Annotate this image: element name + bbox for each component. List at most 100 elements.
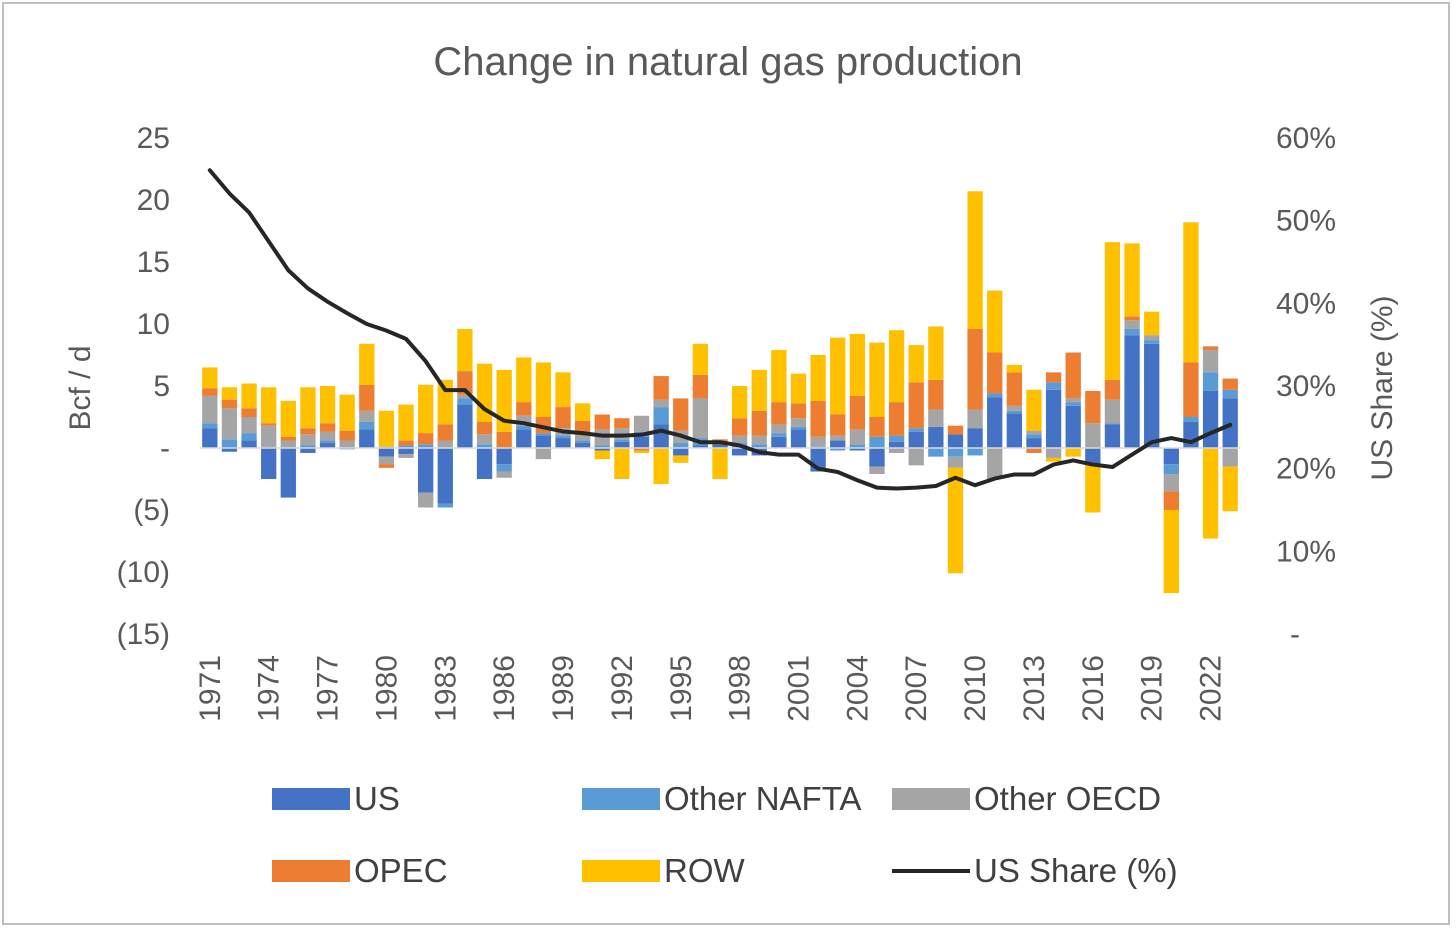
bar-other-nafta-2006 (888, 435, 905, 442)
x-tick-2001: 2001 (782, 655, 815, 722)
bar-other-nafta-1982 (418, 444, 434, 448)
bar-row-2013 (1026, 389, 1042, 431)
bar-row-1988 (535, 362, 552, 417)
bar-row-1972 (221, 387, 238, 400)
bar-other-oecd-1996 (692, 398, 709, 439)
legend-item-row: ROW (582, 852, 745, 890)
bar-opec-2005 (869, 417, 885, 437)
bar-other-nafta-2018 (1124, 328, 1140, 336)
bar-row-2003 (830, 337, 846, 415)
bar-other-oecd-1985 (476, 434, 493, 445)
bar-us-1973 (241, 440, 257, 448)
bar-us-2015 (1065, 405, 1081, 448)
bar-row-2021 (1183, 222, 1199, 363)
bar-other-oecd-1986 (496, 471, 512, 478)
x-tick-1986: 1986 (488, 655, 521, 722)
bar-us-2007 (908, 431, 924, 448)
bar-row-1997 (712, 448, 728, 479)
bar-opec-1992 (614, 418, 630, 429)
bar-opec-1972 (221, 399, 238, 409)
bar-row-1975 (280, 400, 296, 437)
bar-opec-1973 (241, 408, 257, 417)
bar-opec-2011 (987, 352, 1003, 394)
bar-other-oecd-2003 (830, 435, 846, 441)
bar-other-nafta-2012 (1006, 410, 1022, 414)
bar-opec-2012 (1006, 372, 1022, 406)
y-tick-left-15: 15 (137, 246, 170, 279)
bar-opec-1985 (476, 421, 493, 435)
bar-opec-1993 (633, 448, 650, 451)
bar-opec-2010 (967, 328, 983, 410)
bar-opec-1979 (359, 384, 375, 411)
bar-us-1993 (633, 436, 650, 448)
bar-opec-1974 (261, 423, 277, 426)
bar-other-oecd-1972 (221, 408, 238, 440)
y-tick-left-5: (5) (133, 494, 170, 527)
bar-row-2016 (1085, 464, 1101, 513)
x-tick-1971: 1971 (194, 655, 227, 722)
bar-row-1994 (653, 448, 669, 484)
bar-us-1986 (496, 448, 512, 465)
y-tick-right-20: 20% (1276, 453, 1336, 486)
bar-us-1985 (476, 448, 493, 479)
bar-row-1979 (359, 343, 375, 385)
x-tick-1977: 1977 (312, 655, 345, 722)
bar-row-1990 (574, 403, 591, 421)
y-axis-right-title: US Share (%) (1366, 295, 1399, 480)
us-share-line-layer (207, 168, 1233, 491)
bar-row-1995 (673, 455, 689, 463)
y-axis-right: 60% 50% 40% 30% 20% 10% - (1276, 122, 1336, 651)
bar-us-2005 (869, 448, 885, 467)
bar-other-nafta-2023 (1222, 389, 1238, 399)
bar-us-1984 (457, 404, 473, 448)
x-tick-1992: 1992 (606, 655, 639, 722)
bar-other-nafta-2008 (928, 448, 944, 457)
bar-row-2011 (987, 290, 1003, 353)
bar-us-2018 (1124, 335, 1140, 448)
bar-row-2010 (967, 191, 983, 329)
bar-other-oecd-2006 (888, 448, 905, 453)
bar-us-1988 (535, 435, 552, 448)
bar-other-oecd-1976 (300, 434, 316, 446)
bar-row-1987 (516, 357, 532, 403)
bar-row-1982 (418, 384, 434, 434)
bar-other-nafta-1987 (516, 425, 532, 430)
bar-row-2000 (771, 350, 787, 403)
chart-title: Change in natural gas production (433, 40, 1023, 84)
bar-opec-2000 (771, 402, 787, 425)
bar-us-1980 (378, 448, 395, 457)
bar-row-1977 (319, 386, 336, 424)
bar-other-nafta-2005 (869, 436, 885, 448)
bar-other-nafta-1973 (241, 433, 257, 441)
bar-opec-1971 (202, 388, 218, 396)
bar-other-nafta-1992 (614, 439, 630, 442)
bar-us-2017 (1104, 424, 1121, 448)
bar-other-nafta-1984 (457, 398, 473, 405)
bar-other-oecd-1988 (535, 448, 552, 460)
bar-other-nafta-1985 (476, 444, 493, 448)
bar-us-1972 (221, 448, 238, 452)
legend-swatch-other-nafta (582, 788, 660, 810)
x-tick-2010: 2010 (959, 655, 992, 722)
bar-other-nafta-2015 (1065, 402, 1081, 406)
x-tick-1995: 1995 (665, 655, 698, 722)
y-tick-left-10: (10) (117, 556, 170, 589)
bar-other-oecd-1977 (319, 431, 336, 441)
bar-other-oecd-1998 (731, 435, 748, 444)
legend-label-us-share: US Share (%) (974, 852, 1178, 889)
legend-item-us: US (272, 780, 400, 818)
bar-other-nafta-2001 (790, 426, 807, 430)
x-tick-2022: 2022 (1195, 655, 1228, 722)
bar-row-2020 (1163, 510, 1179, 594)
y-tick-right-60: 60% (1276, 122, 1336, 155)
bar-us-2016 (1085, 448, 1101, 465)
bar-us-1991 (594, 448, 610, 451)
y-tick-left-25: 25 (137, 122, 170, 155)
bar-opec-2017 (1104, 379, 1121, 400)
bar-opec-1978 (339, 430, 355, 441)
bar-other-nafta-1977 (319, 440, 336, 444)
bar-us-2010 (967, 428, 983, 448)
bar-opec-2015 (1065, 352, 1081, 399)
bar-us-1977 (319, 443, 336, 448)
